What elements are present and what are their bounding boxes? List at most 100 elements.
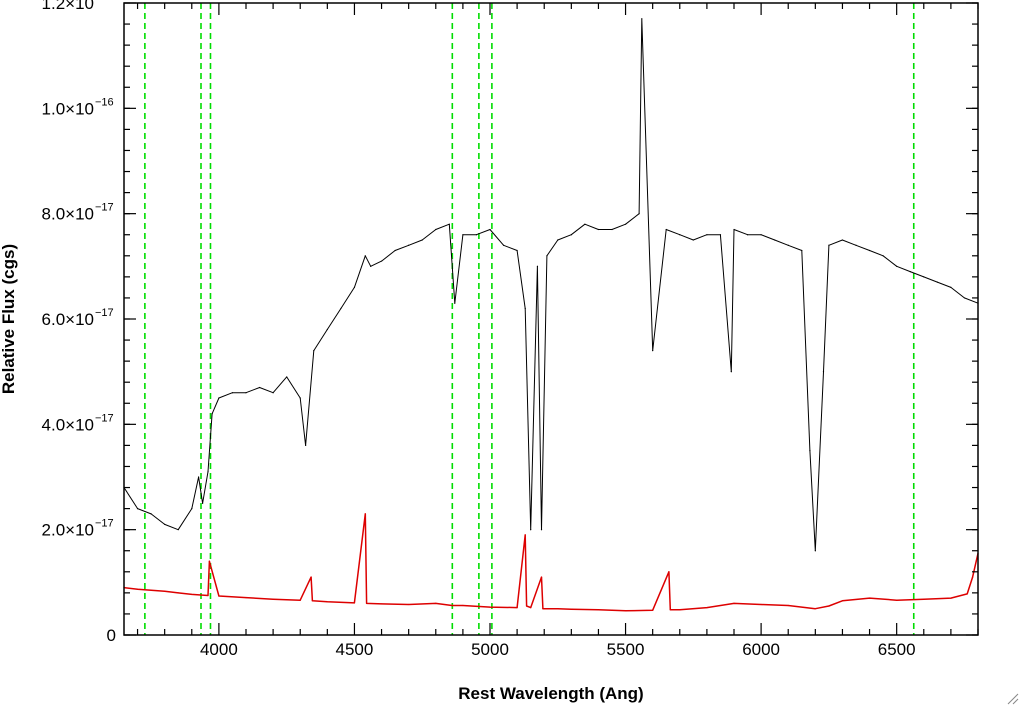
data-point — [313, 350, 315, 352]
data-point — [448, 223, 450, 225]
data-point — [814, 550, 816, 552]
data-point — [540, 576, 543, 578]
x-tick-label: 4000 — [200, 640, 238, 659]
data-point — [177, 592, 179, 594]
data-point — [809, 450, 811, 452]
data-point — [231, 392, 234, 394]
data-point — [540, 529, 543, 531]
data-point — [668, 571, 670, 573]
data-point — [936, 281, 938, 283]
data-point — [310, 576, 312, 578]
data-point — [299, 397, 301, 399]
data-point — [311, 600, 314, 602]
data-point — [584, 223, 586, 225]
data-point — [730, 371, 732, 373]
y-tick-label: 1.0×10 — [42, 99, 94, 118]
data-point — [665, 228, 667, 231]
data-point — [733, 602, 735, 605]
data-point — [909, 271, 911, 273]
data-point — [326, 601, 328, 603]
data-point — [774, 239, 776, 241]
reference-lines — [144, 3, 915, 635]
data-point — [218, 397, 220, 399]
data-point — [516, 249, 518, 252]
data-point — [787, 244, 789, 246]
data-point — [719, 234, 722, 236]
data-point — [787, 604, 789, 607]
data-point — [177, 529, 179, 531]
data-point — [641, 18, 643, 20]
data-point — [679, 234, 681, 236]
data-point — [502, 244, 505, 246]
data-point — [211, 413, 213, 415]
y-tick-label: 8.0×10 — [42, 205, 94, 224]
data-point — [868, 597, 871, 599]
data-point — [258, 386, 261, 389]
data-point — [380, 603, 383, 605]
error-spectrum-line — [123, 513, 979, 612]
data-point — [489, 228, 491, 231]
data-point — [536, 265, 539, 267]
data-point — [340, 307, 342, 310]
data-point — [828, 244, 830, 246]
data-point — [760, 234, 762, 236]
data-point — [299, 599, 301, 601]
data-point — [272, 392, 274, 394]
data-point — [408, 603, 410, 606]
x-axis-ticks: 4000 4500 5000 5500 6000 6500 — [136, 3, 979, 659]
data-point — [746, 234, 749, 236]
y-tick-exponent: −17 — [95, 307, 114, 319]
x-axis-label: Rest Wavelength (Ang) — [458, 684, 643, 703]
data-point — [451, 604, 453, 607]
data-point — [136, 508, 139, 510]
data-point — [435, 228, 437, 231]
data-point — [814, 608, 816, 610]
data-point — [208, 560, 210, 562]
data-point — [896, 599, 898, 601]
y-tick-label: 1.2×10 — [42, 0, 94, 13]
data-point — [197, 476, 200, 478]
data-point — [706, 234, 708, 236]
data-point — [516, 607, 518, 609]
data-point — [855, 244, 857, 246]
data-point — [801, 249, 803, 252]
data-point — [489, 606, 491, 608]
data-point — [546, 255, 548, 257]
data-point — [245, 392, 247, 394]
object-spectrum-line — [123, 18, 979, 552]
data-point — [597, 228, 600, 231]
x-tick-label: 5000 — [471, 640, 509, 659]
data-point — [366, 602, 368, 605]
data-point — [207, 471, 209, 473]
x-tick-label: 4500 — [336, 640, 374, 659]
data-point — [530, 529, 532, 531]
data-point — [164, 523, 166, 526]
data-point — [868, 249, 871, 252]
data-point — [191, 508, 193, 510]
y-tick-exponent: −17 — [95, 412, 114, 424]
window-resize-grip-icon[interactable] — [1007, 693, 1019, 705]
y-tick-label: 2.0×10 — [42, 521, 94, 540]
data-point — [364, 513, 366, 515]
data-point — [570, 234, 572, 236]
data-point — [841, 600, 844, 602]
data-point — [669, 609, 671, 611]
y-tick-exponent: −16 — [95, 96, 114, 108]
data-point — [923, 276, 925, 278]
data-point — [408, 244, 410, 246]
data-point — [164, 590, 166, 592]
y-tick-exponent: −16 — [95, 0, 114, 3]
data-point — [526, 605, 528, 607]
data-point — [692, 239, 694, 241]
data-point — [841, 239, 844, 241]
data-point — [370, 265, 372, 267]
data-point — [822, 371, 825, 373]
data-point — [882, 255, 884, 257]
data-point — [353, 602, 356, 604]
y-tick-label: 0 — [107, 626, 116, 645]
data-point — [760, 603, 762, 606]
x-tick-label: 6000 — [742, 640, 780, 659]
data-point — [611, 228, 613, 231]
x-tick-label: 6500 — [878, 640, 916, 659]
